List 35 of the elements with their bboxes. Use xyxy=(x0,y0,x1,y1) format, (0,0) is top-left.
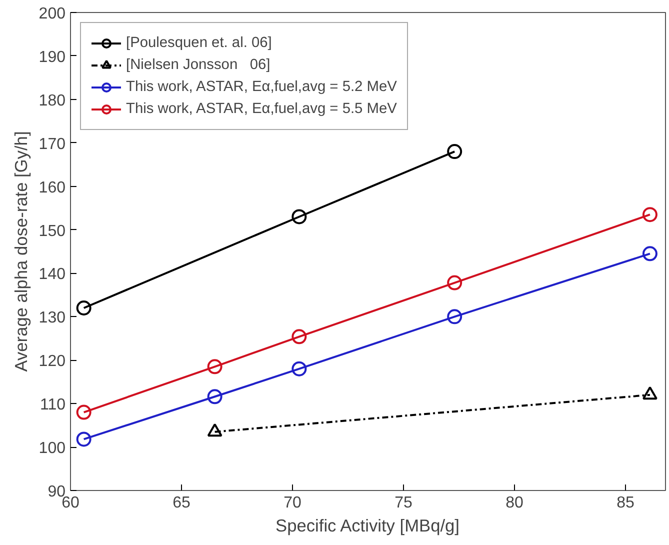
y-tick-label: 170 xyxy=(38,136,66,153)
y-tick-label: 110 xyxy=(40,396,66,414)
point xyxy=(447,309,462,324)
y-tick-label: 160 xyxy=(38,179,66,196)
point xyxy=(642,246,658,262)
y-tick-label: 100 xyxy=(38,440,66,458)
legend-label: This work, ASTAR, Eα,fuel,avg = 5.2 MeV xyxy=(126,79,397,95)
x-tick-label: 85 xyxy=(616,494,635,512)
y-tick-label: 180 xyxy=(38,92,66,110)
y-tick-label: 200 xyxy=(38,6,66,22)
point xyxy=(292,209,307,224)
y-tick-label: 190 xyxy=(38,48,66,66)
point xyxy=(447,275,462,290)
point xyxy=(292,361,307,376)
y-tick-label: 130 xyxy=(38,310,66,327)
legend-label: [Poulesquen et. al. 06] xyxy=(126,35,272,51)
point xyxy=(76,300,92,316)
point xyxy=(447,144,462,160)
x-axis-title: Specific Activity [MBq/g] xyxy=(276,516,460,536)
point xyxy=(207,389,222,404)
legend-label: This work, ASTAR, Eα,fuel,avg = 5.5 MeV xyxy=(126,101,397,117)
point xyxy=(76,404,92,420)
legend-label: [Nielsen Jonsson 06] xyxy=(126,57,270,73)
x-tick-label: 75 xyxy=(394,494,413,512)
point xyxy=(207,359,222,374)
x-tick-label: 65 xyxy=(172,494,191,512)
point xyxy=(292,329,307,344)
y-tick-label: 150 xyxy=(38,222,66,240)
y-axis-title: Average alpha dose-rate [Gy/h] xyxy=(10,131,31,372)
x-tick-label: 70 xyxy=(284,494,302,512)
point xyxy=(76,432,92,447)
y-tick-label: 140 xyxy=(38,266,66,284)
y-tick-label: 120 xyxy=(38,353,66,370)
x-tick-label: 80 xyxy=(506,494,524,512)
point xyxy=(642,207,658,222)
